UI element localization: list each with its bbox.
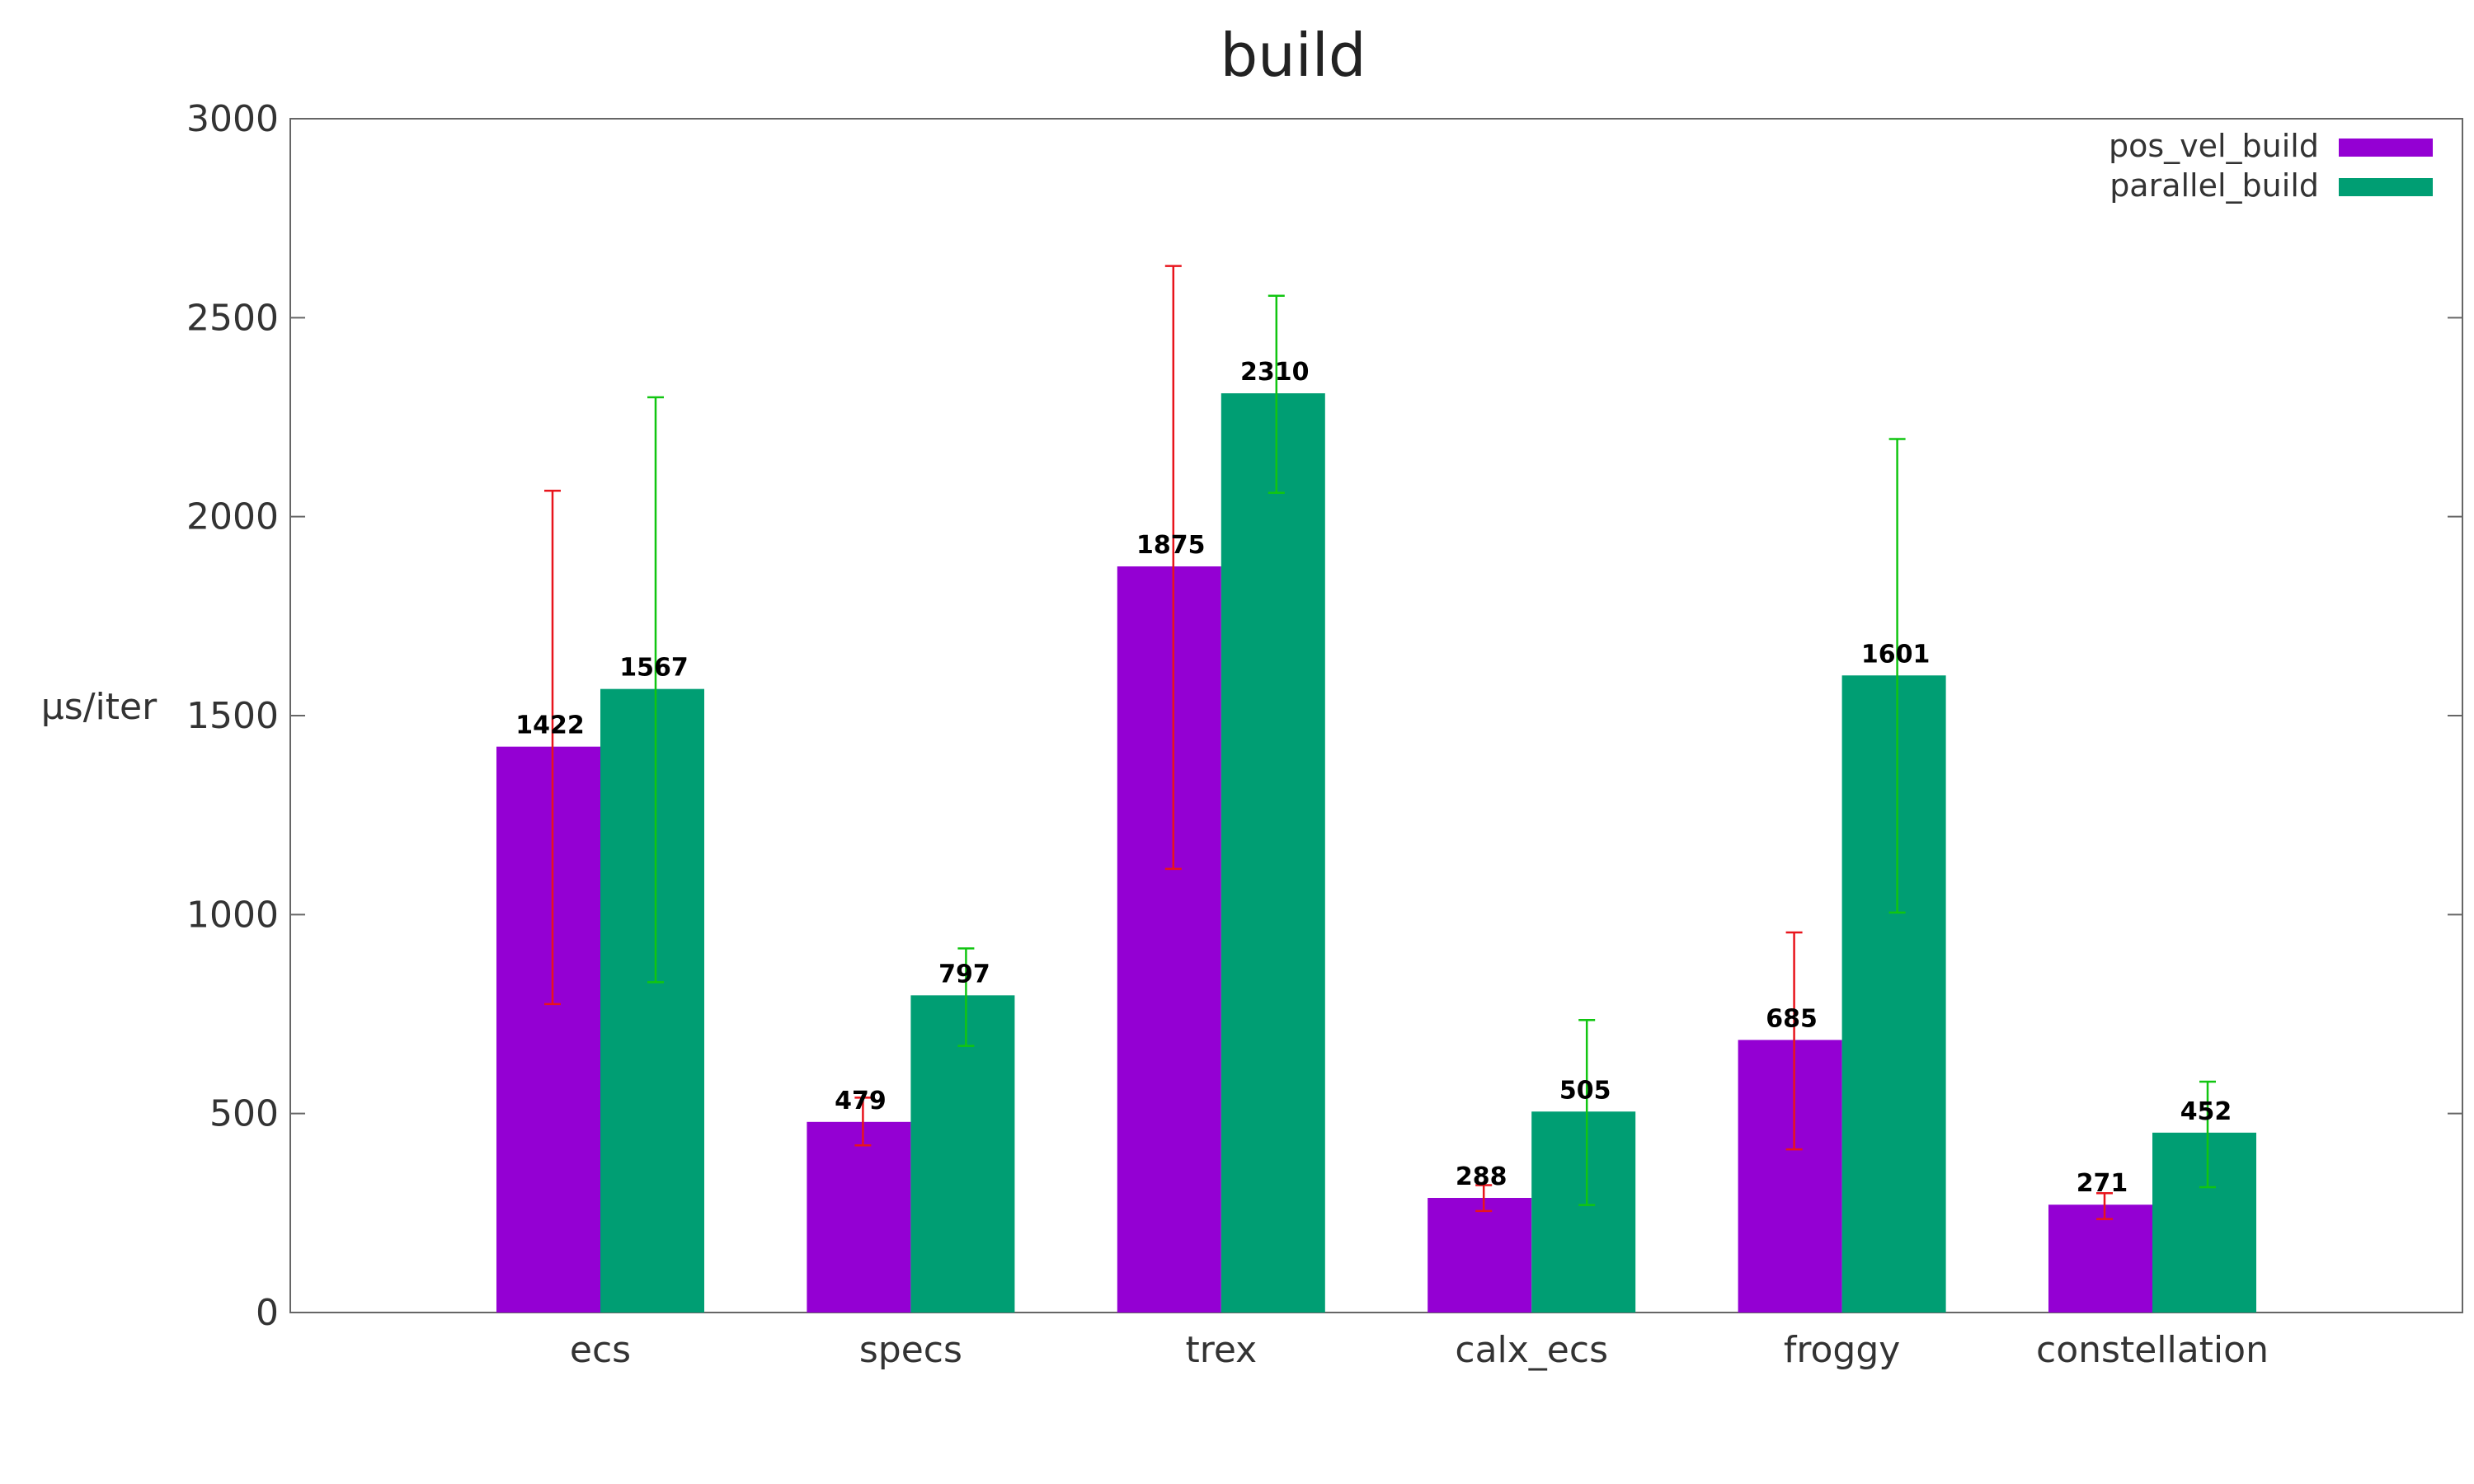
y-tick-label: 0: [256, 1292, 279, 1334]
x-tick-label-specs: specs: [859, 1329, 962, 1371]
data-label-pos_vel_build-froggy: 685: [1766, 1004, 1818, 1033]
data-label-parallel_build-constellation: 452: [2180, 1097, 2232, 1126]
bar-parallel_build-calx_ecs: [1531, 1111, 1636, 1313]
bar-pos_vel_build-ecs: [496, 746, 600, 1313]
legend-label-parallel_build: parallel_build: [2109, 167, 2319, 204]
data-label-pos_vel_build-constellation: 271: [2077, 1169, 2128, 1198]
data-label-parallel_build-froggy: 1601: [1861, 640, 1931, 669]
bars: [496, 393, 2256, 1313]
bar-parallel_build-specs: [910, 995, 1015, 1313]
bar-parallel_build-trex: [1221, 393, 1325, 1313]
y-tick-label: 1500: [186, 695, 279, 737]
x-tick-label-trex: trex: [1185, 1329, 1257, 1371]
data-label-parallel_build-specs: 797: [938, 960, 990, 989]
bar-parallel_build-ecs: [600, 688, 704, 1313]
data-label-pos_vel_build-trex: 1875: [1136, 531, 1206, 560]
data-label-pos_vel_build-specs: 479: [835, 1087, 887, 1115]
y-axis-label: μs/iter: [41, 686, 158, 728]
x-tick-label-calx_ecs: calx_ecs: [1455, 1329, 1608, 1371]
data-label-pos_vel_build-calx_ecs: 288: [1456, 1162, 1507, 1191]
data-label-parallel_build-calx_ecs: 505: [1559, 1076, 1611, 1105]
data-label-parallel_build-ecs: 1567: [619, 654, 689, 683]
bar-parallel_build-froggy: [1841, 675, 1946, 1313]
y-tick-label: 2000: [186, 496, 279, 538]
data-label-parallel_build-trex: 2310: [1240, 358, 1310, 387]
x-tick-label-ecs: ecs: [570, 1329, 631, 1371]
legend-swatch-pos_vel_build: [2339, 139, 2433, 157]
data-label-pos_vel_build-ecs: 1422: [515, 711, 585, 740]
y-tick-label: 3000: [186, 98, 279, 140]
x-tick-label-constellation: constellation: [2036, 1329, 2269, 1371]
y-tick-label: 500: [209, 1093, 279, 1135]
bar-pos_vel_build-constellation: [2048, 1205, 2152, 1313]
legend-swatch-parallel_build: [2339, 178, 2433, 196]
y-axis-ticks: 0 500 1000 1500 2000 2500 3000: [186, 98, 2462, 1334]
bar-parallel_build-constellation: [2152, 1132, 2256, 1313]
bar-pos_vel_build-trex: [1117, 566, 1221, 1313]
bar-pos_vel_build-specs: [807, 1121, 911, 1313]
legend-label-pos_vel_build: pos_vel_build: [2109, 128, 2319, 164]
bar-pos_vel_build-calx_ecs: [1427, 1197, 1532, 1313]
y-tick-label: 1000: [186, 894, 279, 936]
error-bars: [544, 265, 2216, 1220]
data-labels: 1422 1567 479 797 1875 2310 288 505 685 1601 271 45…: [515, 358, 2232, 1198]
y-tick-label: 2500: [186, 297, 279, 339]
x-tick-label-froggy: froggy: [1784, 1329, 1900, 1371]
x-axis-ticks: ecs specs trex calx_ecs froggy constellation: [570, 1329, 2269, 1371]
bar-pos_vel_build-froggy: [1738, 1040, 1842, 1313]
chart-title: build: [1220, 21, 1366, 90]
